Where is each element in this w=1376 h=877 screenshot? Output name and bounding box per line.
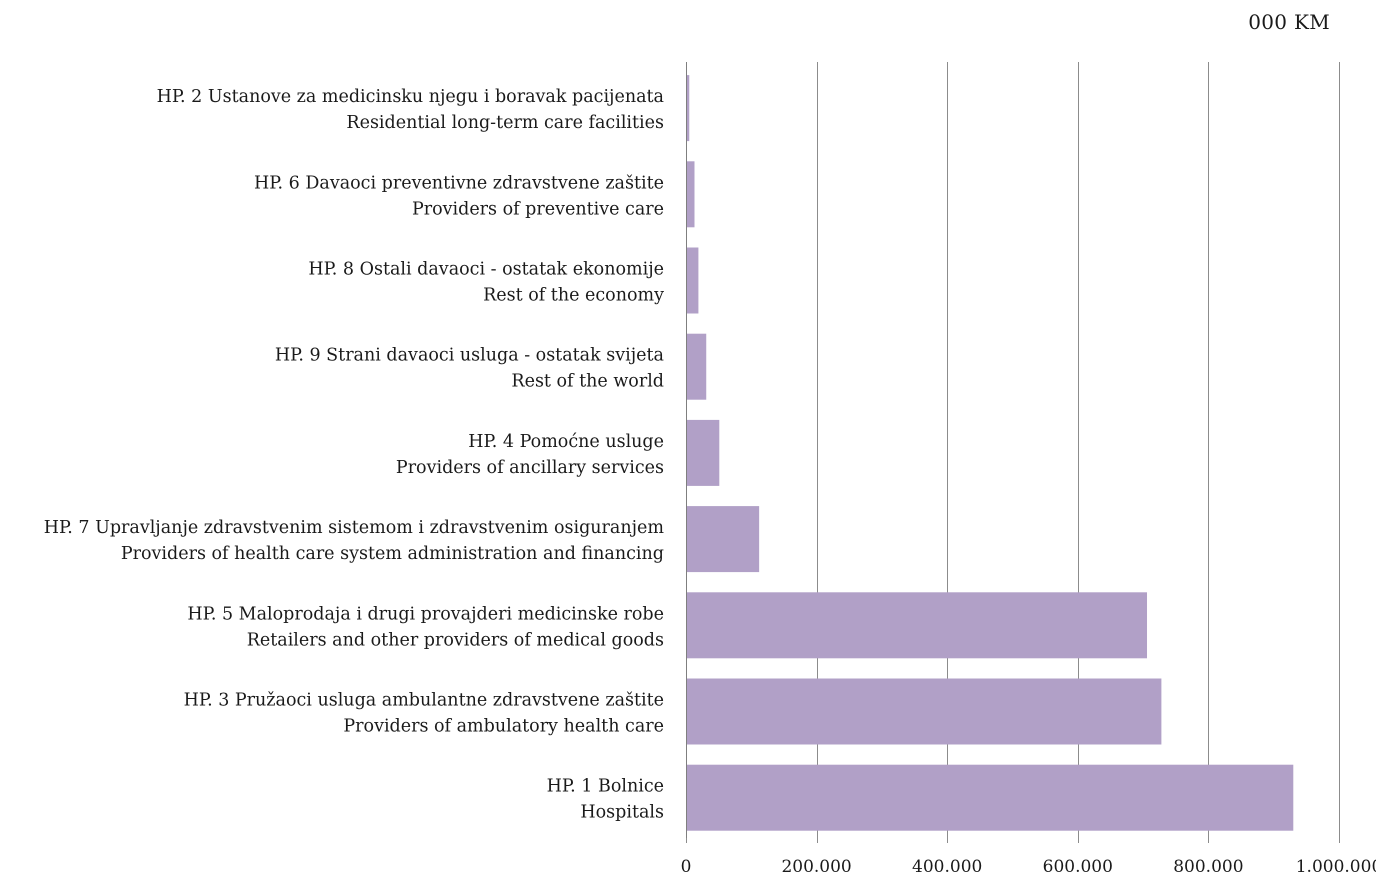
bar [687, 678, 1162, 745]
bar [687, 333, 707, 400]
x-tick-label: 400.000 [912, 857, 982, 877]
category-label: HP. 2 Ustanove za medicinsku njegu i bor… [157, 87, 664, 133]
category-labels: HP. 2 Ustanove za medicinsku njegu i bor… [44, 87, 665, 823]
bar [687, 161, 695, 228]
bar [687, 247, 699, 314]
x-tick-label: 200.000 [781, 857, 851, 877]
x-axis-ticks: 0 200.000 400.000 600.000 800.000 1.000.000 [681, 857, 1376, 877]
bar [687, 592, 1148, 659]
x-tick-label: 0 [681, 857, 692, 877]
bar [687, 506, 760, 573]
category-label: HP. 8 Ostali davaoci - ostatak ekonomije… [308, 260, 664, 306]
category-label: HP. 4 Pomoćne usluge Providers of ancilla… [396, 432, 664, 478]
category-label: HP. 1 Bolnice Hospitals [547, 777, 664, 823]
x-tick-label: 1.000.000 [1296, 857, 1376, 877]
bar [687, 419, 720, 486]
x-tick-label: 600.000 [1043, 857, 1113, 877]
category-label: HP. 6 Davaoci preventivne zdravstvene za… [254, 173, 664, 219]
unit-label: 000 KM [1248, 10, 1330, 34]
bars [687, 75, 1294, 831]
category-label: HP. 3 Pružaoci usluga ambulantne zdravst… [184, 691, 664, 737]
category-label: HP. 7 Upravljanje zdravstvenim sistemom … [44, 518, 665, 564]
category-label: HP. 9 Strani davaoci usluga - ostatak sv… [275, 346, 664, 392]
category-label: HP. 5 Maloprodaja i drugi provajderi med… [187, 604, 664, 650]
bar [687, 75, 690, 142]
x-tick-label: 800.000 [1173, 857, 1243, 877]
bar [687, 764, 1294, 831]
